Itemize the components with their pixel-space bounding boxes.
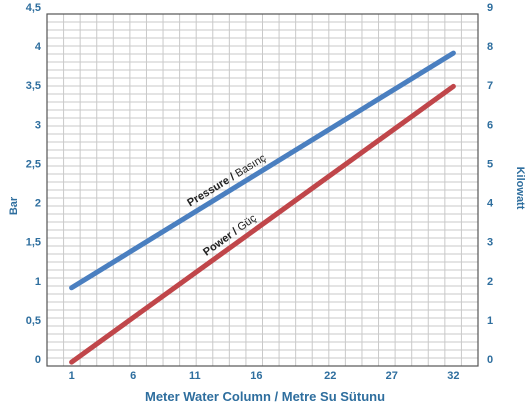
y2-tick-label: 5 [487,158,493,170]
left-axis-ticks: 0 0,5 1 1,5 2 2,5 3 3,5 4 4,5 [26,2,42,366]
y2-tick-label: 7 [487,80,493,92]
series-label: Pressure / Basınç [185,152,268,210]
x-tick-label: 1 [69,370,75,382]
left-axis-title: Bar [8,196,20,215]
x-axis-title: Meter Water Column / Metre Su Sütunu [145,389,385,404]
x-tick-label: 32 [447,370,459,382]
y-tick-label: 1,5 [26,237,41,249]
plot-frame [46,13,479,367]
grid [47,14,478,366]
y2-tick-label: 8 [487,41,493,53]
x-tick-label: 6 [130,370,136,382]
y-tick-label: 0 [35,354,41,366]
y2-tick-label: 0 [487,354,493,366]
x-tick-label: 11 [189,370,201,382]
y-tick-label: 3 [35,119,41,131]
y-tick-label: 0,5 [26,315,41,327]
y-tick-label: 4,5 [26,2,41,14]
y-tick-label: 1 [35,276,41,288]
y2-tick-label: 3 [487,237,493,249]
y-tick-label: 4 [35,41,42,53]
y-tick-label: 2 [35,198,41,210]
y2-tick-label: 9 [487,2,493,14]
series-line [69,50,456,291]
x-tick-label: 22 [324,370,336,382]
y2-tick-label: 1 [487,315,493,327]
right-axis-ticks: 0 1 2 3 4 5 6 7 8 9 [487,2,494,366]
x-tick-label: 27 [386,370,398,382]
y2-tick-label: 6 [487,119,493,131]
x-tick-label: 16 [250,370,262,382]
y2-tick-label: 2 [487,276,493,288]
x-axis-ticks: 1 6 11 16 22 27 32 [69,370,460,382]
series-line [69,83,456,365]
y-tick-label: 2,5 [26,158,41,170]
right-axis-title: Kilowatt [514,167,525,210]
y-tick-label: 3,5 [26,80,41,92]
plot-border [46,13,479,367]
y2-tick-label: 4 [487,198,494,210]
